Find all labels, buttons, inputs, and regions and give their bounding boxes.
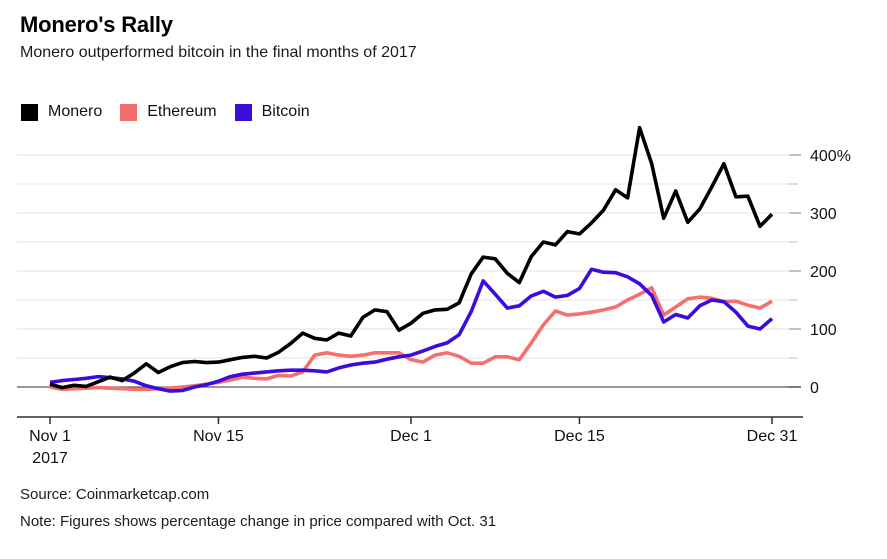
x-axis-tick-label: Dec 1 [390, 428, 432, 445]
x-axis-tick-label: Dec 31 [747, 428, 798, 445]
x-axis-tick-label: Dec 15 [554, 428, 605, 445]
legend-item-ethereum: Ethereum [120, 103, 217, 121]
footnote: Note: Figures shows percentage change in… [20, 513, 497, 530]
legend-label-bitcoin: Bitcoin [261, 103, 310, 120]
legend-label-monero: Monero [48, 103, 103, 120]
legend-item-monero: Monero [21, 103, 102, 121]
series-line-bitcoin [49, 267, 774, 393]
series-line-ethereum [49, 285, 773, 392]
ethereum-swatch-icon [120, 103, 138, 121]
y-axis-tick-label: 100 [810, 322, 837, 339]
x-axis-tick-label: Nov 1 [29, 428, 71, 445]
x-axis-year-label: 2017 [32, 450, 68, 467]
legend: Monero Ethereum Bitcoin [21, 103, 328, 121]
legend-label-ethereum: Ethereum [147, 103, 217, 120]
chart-subtitle: Monero outperformed bitcoin in the final… [20, 44, 417, 61]
y-axis-tick-label: 300 [810, 206, 837, 223]
series-line-monero [49, 125, 774, 390]
source-note: Source: Coinmarketcap.com [20, 486, 210, 503]
chart-title: Monero's Rally [20, 12, 173, 37]
y-axis-tick-label: 200 [810, 264, 837, 281]
chart-footer: Source: Coinmarketcap.com Note: Figures … [20, 481, 496, 535]
y-axis-tick-label: 0 [810, 380, 819, 397]
x-axis-tick-label: Nov 15 [193, 428, 244, 445]
legend-item-bitcoin: Bitcoin [234, 103, 310, 121]
monero-swatch-icon [21, 103, 38, 121]
y-axis-tick-label: 400% [810, 148, 851, 165]
bitcoin-swatch-icon [234, 103, 252, 121]
